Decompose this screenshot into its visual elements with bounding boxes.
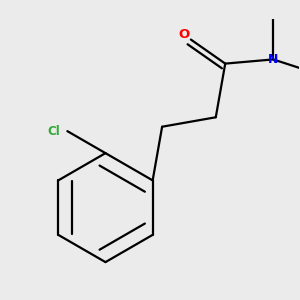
Text: O: O: [178, 28, 190, 41]
Text: Cl: Cl: [47, 124, 60, 138]
Text: N: N: [268, 53, 278, 66]
